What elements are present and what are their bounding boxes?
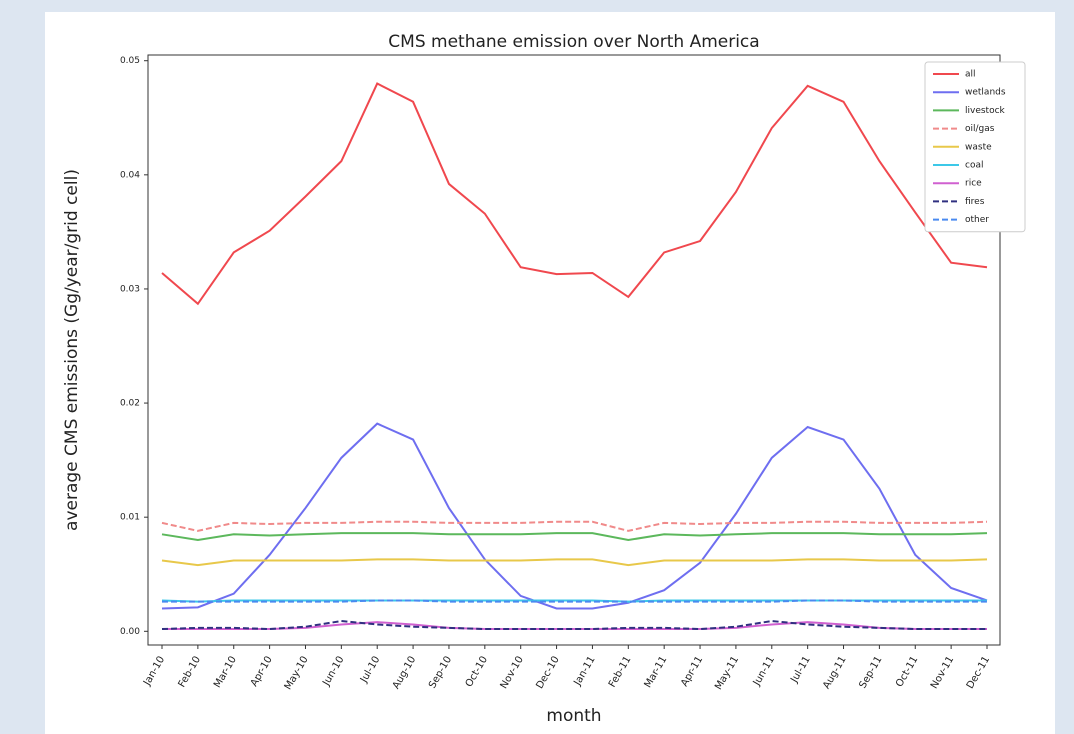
- x-tick-label: Feb-10: [177, 655, 204, 690]
- x-tick-label: Aug-11: [821, 655, 848, 692]
- series-line: [161, 620, 987, 631]
- y-axis-label: average CMS emissions (Gg/year/grid cell…: [62, 169, 82, 531]
- x-tick-label: Mar-10: [212, 655, 239, 690]
- card: [45, 12, 1055, 734]
- x-tick-label: Sep-11: [857, 655, 884, 691]
- legend-label: rice: [965, 179, 982, 189]
- series-line: [161, 532, 988, 542]
- y-tick-label: 0.05: [120, 56, 140, 66]
- legend-label: livestock: [965, 106, 1006, 116]
- y-tick-label: 0.02: [120, 399, 140, 409]
- x-tick-label: May-11: [713, 655, 741, 692]
- plot-frame: [147, 54, 1001, 646]
- series-line: [161, 520, 988, 532]
- legend-label: fires: [965, 197, 985, 207]
- x-tick-label: Oct-11: [894, 655, 920, 690]
- y-tick-label: 0.04: [120, 170, 140, 180]
- x-tick-label: Jun-11: [751, 655, 777, 689]
- legend-box: [924, 61, 1026, 233]
- x-tick-label: Mar-11: [643, 655, 670, 690]
- x-axis-label: month: [546, 706, 601, 726]
- x-tick-label: Nov-10: [499, 655, 526, 691]
- x-tick-label: Apr-10: [249, 655, 275, 689]
- series-line: [161, 558, 988, 567]
- x-tick-label: Oct-10: [464, 655, 490, 690]
- y-tick-label: 0.01: [120, 513, 140, 523]
- legend-label: coal: [965, 161, 983, 171]
- chart-title: CMS methane emission over North America: [388, 32, 759, 52]
- x-tick-label: Dec-11: [965, 655, 992, 691]
- x-tick-label: Aug-10: [391, 655, 418, 692]
- x-tick-label: Nov-11: [929, 655, 956, 691]
- x-tick-label: Jul-11: [789, 655, 813, 686]
- x-tick-label: May-10: [283, 655, 311, 692]
- legend-label: waste: [965, 142, 992, 152]
- x-tick-label: Sep-10: [427, 655, 454, 691]
- legend-label: oil/gas: [965, 124, 995, 134]
- series-line: [161, 82, 988, 306]
- series-line: [161, 599, 987, 603]
- legend-label: other: [965, 215, 989, 225]
- y-tick-label: 0.00: [120, 627, 140, 637]
- x-tick-label: Jan-11: [572, 655, 598, 689]
- legend-label: all: [965, 70, 976, 80]
- x-tick-label: Dec-10: [534, 655, 561, 691]
- x-tick-label: Jan-10: [141, 655, 167, 689]
- series-line: [161, 422, 988, 610]
- x-tick-label: Jun-10: [321, 655, 347, 689]
- series-line: [162, 599, 987, 603]
- x-tick-label: Feb-11: [607, 655, 634, 690]
- legend-label: wetlands: [965, 88, 1006, 98]
- x-tick-label: Apr-11: [679, 655, 705, 689]
- x-tick-label: Jul-10: [358, 655, 382, 686]
- y-tick-label: 0.03: [120, 284, 140, 294]
